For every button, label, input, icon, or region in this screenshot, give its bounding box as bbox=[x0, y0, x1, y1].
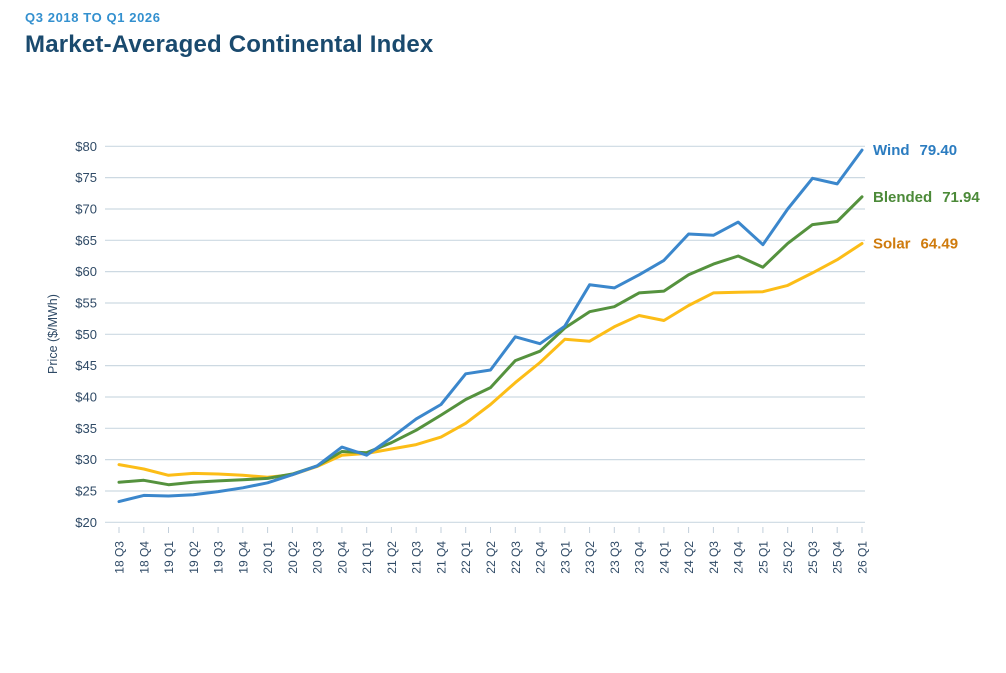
x-axis-tick-label: 20 Q4 bbox=[335, 541, 349, 574]
x-axis-tick-label: 18 Q4 bbox=[137, 541, 151, 574]
x-axis-tick-label: 20 Q1 bbox=[261, 541, 275, 574]
x-axis-tick-label: 21 Q2 bbox=[385, 541, 399, 574]
series-end-label-blended: Blended 71.94 bbox=[873, 189, 980, 206]
x-axis-tick-label: 23 Q1 bbox=[558, 541, 572, 574]
y-axis-tick-label: $25 bbox=[75, 484, 97, 499]
x-axis-tick-label: 21 Q4 bbox=[435, 541, 449, 574]
x-axis-tick-label: 20 Q3 bbox=[311, 541, 325, 574]
series-name-label: Wind bbox=[873, 142, 910, 159]
x-axis-tick-label: 21 Q1 bbox=[360, 541, 374, 574]
y-axis-tick-label: $45 bbox=[75, 358, 97, 373]
chart-date-range: Q3 2018 TO Q1 2026 bbox=[25, 10, 161, 25]
series-line-blended bbox=[117, 195, 864, 487]
x-axis-tick-label: 19 Q1 bbox=[162, 541, 176, 574]
page-title: Market-Averaged Continental Index bbox=[25, 31, 434, 58]
y-axis-tick-label: $50 bbox=[75, 327, 97, 342]
x-axis-tick-label: 24 Q1 bbox=[657, 541, 671, 574]
x-axis-tick-label: 19 Q3 bbox=[212, 541, 226, 574]
x-axis-tick-label: 25 Q1 bbox=[756, 541, 770, 574]
x-axis-tick-label: 23 Q4 bbox=[633, 541, 647, 574]
x-axis-tick-label: 26 Q1 bbox=[856, 541, 870, 574]
x-axis-tick-label: 19 Q2 bbox=[187, 541, 201, 574]
x-axis-tick-label: 19 Q4 bbox=[236, 541, 250, 574]
x-axis-tick-label: 18 Q3 bbox=[113, 541, 127, 574]
y-axis-tick-label: $35 bbox=[75, 421, 97, 436]
x-axis-tick-label: 24 Q4 bbox=[732, 541, 746, 574]
y-axis-tick-label: $70 bbox=[75, 202, 97, 217]
y-axis-title: Price ($/MWh) bbox=[46, 294, 60, 374]
x-axis-tick-label: 23 Q3 bbox=[608, 541, 622, 574]
series-end-label-wind: Wind 79.40 bbox=[873, 142, 957, 159]
y-axis-tick-label: $20 bbox=[75, 515, 97, 530]
y-axis-tick-label: $30 bbox=[75, 452, 97, 467]
x-axis-tick-label: 20 Q2 bbox=[286, 541, 300, 574]
x-axis-tick-label: 25 Q3 bbox=[806, 541, 820, 574]
y-axis-tick-label: $40 bbox=[75, 390, 97, 405]
x-axis-tick-label: 22 Q1 bbox=[459, 541, 473, 574]
x-axis-tick-label: 21 Q3 bbox=[410, 541, 424, 574]
x-axis-tick-label: 23 Q2 bbox=[583, 541, 597, 574]
series-name-label: Solar bbox=[873, 236, 911, 253]
x-axis-tick-label: 25 Q4 bbox=[831, 541, 845, 574]
chart-header: Q3 2018 TO Q1 2026 Market-Averaged Conti… bbox=[25, 10, 433, 59]
y-axis-tick-label: $80 bbox=[75, 139, 97, 154]
series-end-value: 71.94 bbox=[942, 189, 980, 206]
x-axis-tick-label: 24 Q3 bbox=[707, 541, 721, 574]
series-name-label: Blended bbox=[873, 189, 932, 206]
series-end-label-solar: Solar 64.49 bbox=[873, 236, 958, 253]
series-end-value: 64.49 bbox=[921, 236, 959, 253]
y-axis-tick-label: $60 bbox=[75, 264, 97, 279]
x-axis-tick-label: 25 Q2 bbox=[781, 541, 795, 574]
x-axis-tick-label: 24 Q2 bbox=[682, 541, 696, 574]
series-line-solar bbox=[117, 242, 864, 479]
y-axis-tick-label: $55 bbox=[75, 296, 97, 311]
x-axis-tick-label: 22 Q4 bbox=[534, 541, 548, 574]
series-end-value: 79.40 bbox=[920, 142, 958, 159]
y-axis-tick-label: $65 bbox=[75, 233, 97, 248]
y-axis-tick-label: $75 bbox=[75, 170, 97, 185]
x-axis-tick-label: 22 Q3 bbox=[509, 541, 523, 574]
series-line-wind bbox=[117, 148, 864, 504]
x-axis-tick-label: 22 Q2 bbox=[484, 541, 498, 574]
